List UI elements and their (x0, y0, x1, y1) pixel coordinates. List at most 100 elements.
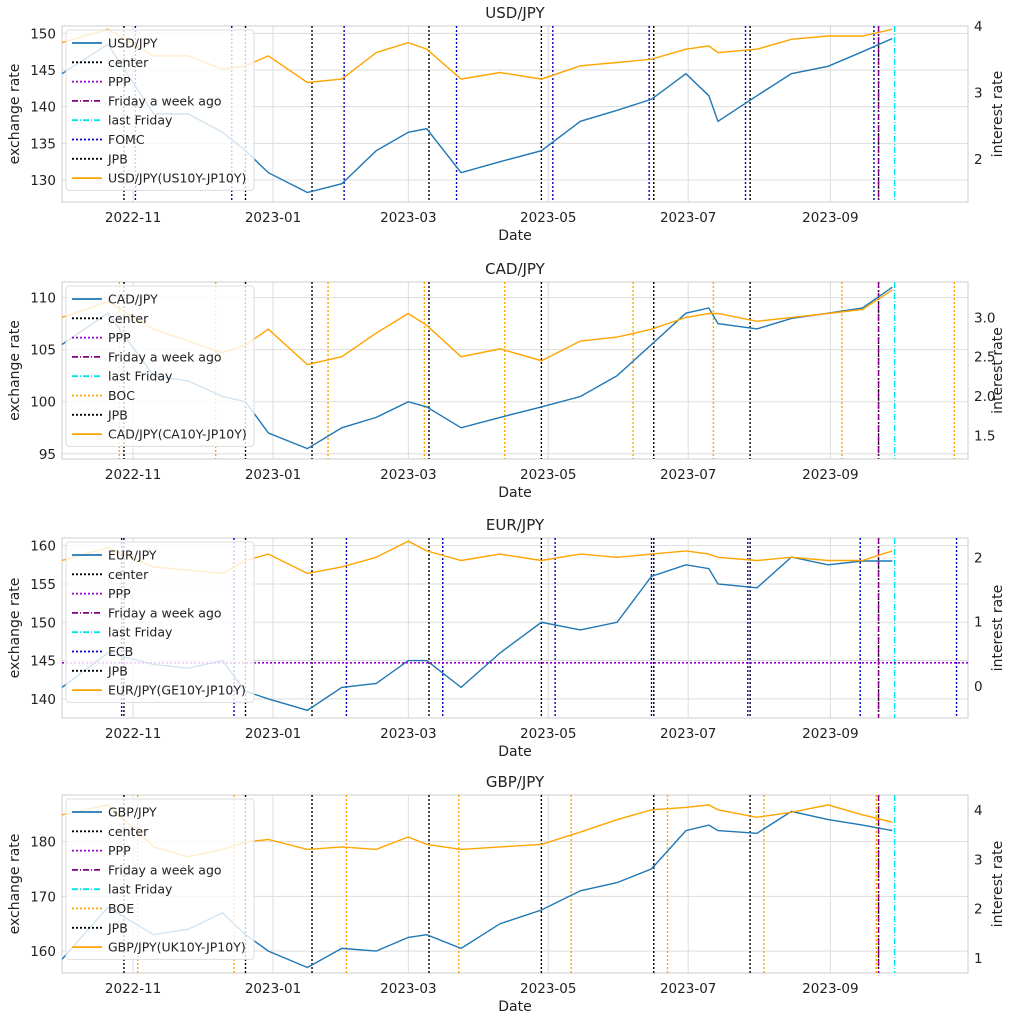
legend-label: JPB (107, 920, 128, 935)
legend-label: PPP (108, 843, 131, 858)
legend-label: Friday a week ago (108, 605, 222, 620)
legend-label: last Friday (108, 625, 173, 640)
legend-label: center (108, 311, 149, 326)
legend-label: JPB (107, 151, 128, 166)
y-right-tick-label: 2 (974, 902, 983, 918)
legend-label: PPP (108, 586, 131, 601)
legend-label: BOC (108, 388, 135, 403)
x-tick-label: 2022-11 (105, 981, 161, 997)
legend-label: last Friday (108, 882, 173, 897)
x-axis-label: Date (498, 999, 531, 1015)
x-axis-label: Date (498, 485, 531, 501)
legend-label: EUR/JPY(GE10Y-JP10Y) (108, 683, 246, 698)
legend: EUR/JPY center PPP Friday a week ago last Fr… (66, 542, 254, 702)
y-left-tick-label: 150 (30, 615, 56, 631)
y-left-tick-label: 110 (30, 291, 56, 307)
x-tick-label: 2023-07 (660, 467, 716, 483)
legend-label: center (108, 824, 149, 839)
legend: GBP/JPY center PPP Friday a week ago last Fr… (66, 799, 254, 959)
y-right-tick-label: 3.0 (974, 310, 995, 326)
y-right-tick-label: 0 (974, 679, 983, 695)
legend: USD/JPY center PPP Friday a week ago last Fr… (66, 30, 254, 190)
chart-title: USD/JPY (485, 4, 545, 22)
legend-label: GBP/JPY(UK10Y-JP10Y) (108, 940, 246, 955)
x-tick-label: 2023-09 (802, 981, 858, 997)
y-right-tick-label: 2 (974, 550, 983, 566)
x-tick-label: 2022-11 (105, 467, 161, 483)
y-left-tick-label: 160 (30, 944, 56, 960)
x-tick-label: 2023-01 (245, 467, 301, 483)
x-tick-label: 2023-09 (802, 726, 858, 742)
y-right-axis-label: interest rate (990, 841, 1006, 928)
y-left-tick-label: 180 (30, 835, 56, 851)
y-right-axis-label: interest rate (990, 327, 1006, 414)
legend-label: USD/JPY (108, 36, 158, 51)
legend-label: CAD/JPY (108, 292, 158, 307)
legend-box (66, 799, 254, 959)
y-right-tick-label: 4 (974, 19, 983, 35)
legend-label: FOMC (108, 132, 145, 147)
legend-label: BOE (108, 901, 134, 916)
legend-label: center (108, 567, 149, 582)
y-right-tick-label: 1 (974, 951, 983, 967)
x-tick-label: 2023-03 (380, 981, 436, 997)
x-tick-label: 2023-03 (380, 726, 436, 742)
chart-panel-4: GBP/JPY 2022-11 2023-01 2023-03 2023-05 2023-… (7, 773, 1006, 1015)
chart-title: CAD/JPY (485, 260, 545, 278)
legend-label: Friday a week ago (108, 93, 222, 108)
x-tick-label: 2023-01 (245, 210, 301, 226)
x-tick-label: 2023-05 (520, 726, 576, 742)
y-left-axis-label: exchange rate (7, 834, 23, 935)
x-tick-label: 2023-01 (245, 981, 301, 997)
legend-label: last Friday (108, 369, 173, 384)
y-left-tick-label: 140 (30, 692, 56, 708)
legend-label: EUR/JPY (108, 548, 157, 563)
x-tick-label: 2022-11 (105, 210, 161, 226)
y-left-tick-label: 150 (30, 26, 56, 42)
legend-box (66, 30, 254, 190)
y-left-axis-label: exchange rate (7, 320, 23, 421)
legend-box (66, 542, 254, 702)
x-tick-label: 2023-05 (520, 981, 576, 997)
y-left-tick-label: 130 (30, 173, 56, 189)
y-right-axis-label: interest rate (990, 71, 1006, 158)
y-left-tick-label: 170 (30, 889, 56, 905)
chart-title: GBP/JPY (486, 773, 545, 791)
x-tick-label: 2023-05 (520, 467, 576, 483)
x-tick-label: 2023-03 (380, 467, 436, 483)
y-left-tick-label: 135 (30, 136, 56, 152)
legend-label: CAD/JPY(CA10Y-JP10Y) (108, 427, 247, 442)
chart-panel-2: CAD/JPY 2022-11 2023-01 2023-03 2023-05 2023-… (7, 260, 1006, 501)
legend-label: GBP/JPY (108, 805, 157, 820)
x-tick-label: 2023-09 (802, 210, 858, 226)
legend-label: center (108, 55, 149, 70)
y-left-tick-label: 160 (30, 539, 56, 555)
legend-label: ECB (108, 644, 133, 659)
x-tick-label: 2023-01 (245, 726, 301, 742)
x-tick-label: 2023-05 (520, 210, 576, 226)
y-left-tick-label: 145 (30, 654, 56, 670)
legend-label: JPB (107, 663, 128, 678)
x-tick-label: 2023-09 (802, 467, 858, 483)
legend-label: last Friday (108, 113, 173, 128)
y-left-tick-label: 140 (30, 100, 56, 116)
legend-label: Friday a week ago (108, 349, 222, 364)
x-axis-label: Date (498, 228, 531, 244)
y-left-tick-label: 155 (30, 577, 56, 593)
legend-label: JPB (107, 407, 128, 422)
x-tick-label: 2023-07 (660, 726, 716, 742)
y-left-tick-label: 95 (39, 447, 56, 463)
y-right-tick-label: 1 (974, 615, 983, 631)
chart-title: EUR/JPY (486, 516, 545, 534)
y-right-axis-label: interest rate (990, 585, 1006, 672)
legend-label: PPP (108, 74, 131, 89)
y-left-axis-label: exchange rate (7, 578, 23, 679)
legend-label: Friday a week ago (108, 862, 222, 877)
y-left-tick-label: 145 (30, 63, 56, 79)
y-right-tick-label: 1.5 (974, 428, 995, 444)
y-right-tick-label: 3 (974, 85, 983, 101)
